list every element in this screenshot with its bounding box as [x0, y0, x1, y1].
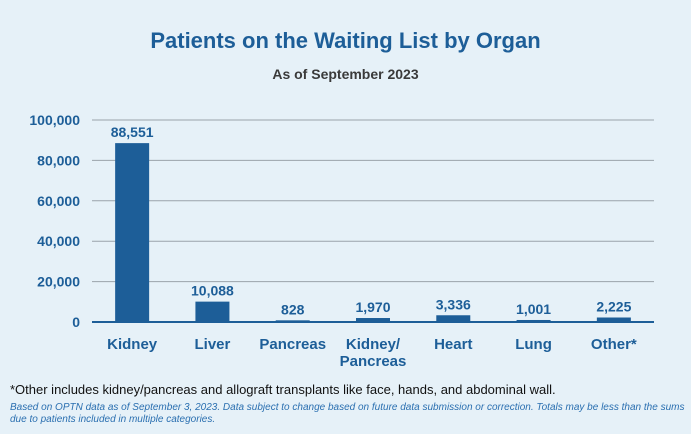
y-tick-label: 20,000 — [37, 274, 80, 290]
y-tick-label: 80,000 — [37, 152, 80, 168]
bar — [596, 317, 631, 322]
y-tick-label: 0 — [72, 314, 80, 330]
x-tick-label: Liver — [194, 336, 230, 353]
x-tick-label: Kidney — [107, 336, 158, 353]
x-tick-label: Pancreas — [259, 336, 326, 353]
bar-chart: 0 20,000 40,000 60,000 80,000 100,000 88,551 1… — [29, 112, 654, 370]
x-tick-label: Kidney/ — [346, 336, 401, 353]
x-tick-label: Other* — [591, 336, 637, 353]
data-label: 1,001 — [516, 301, 551, 317]
y-tick-label: 40,000 — [37, 233, 80, 249]
bar — [436, 315, 471, 322]
x-tick-label: Lung — [515, 336, 552, 353]
data-label: 1,970 — [355, 299, 390, 315]
y-tick-label: 100,000 — [29, 112, 80, 128]
bar — [275, 320, 310, 322]
chart-subtitle: As of September 2023 — [272, 66, 419, 82]
bar — [356, 318, 390, 322]
chart-title: Patients on the Waiting List by Organ — [150, 28, 541, 53]
data-label: 828 — [281, 301, 305, 317]
footnote: *Other includes kidney/pancreas and allo… — [10, 382, 556, 397]
y-tick-label: 60,000 — [37, 193, 80, 209]
bar — [516, 319, 551, 322]
x-tick-label: Pancreas — [340, 353, 407, 370]
bar — [115, 143, 150, 322]
data-label: 88,551 — [111, 124, 154, 140]
data-label: 10,088 — [191, 283, 234, 299]
bar — [195, 301, 230, 322]
data-label: 2,225 — [596, 299, 631, 315]
x-tick-label: Heart — [434, 336, 472, 353]
data-label: 3,336 — [436, 296, 471, 312]
source-note: Based on OPTN data as of September 3, 20… — [10, 402, 685, 425]
